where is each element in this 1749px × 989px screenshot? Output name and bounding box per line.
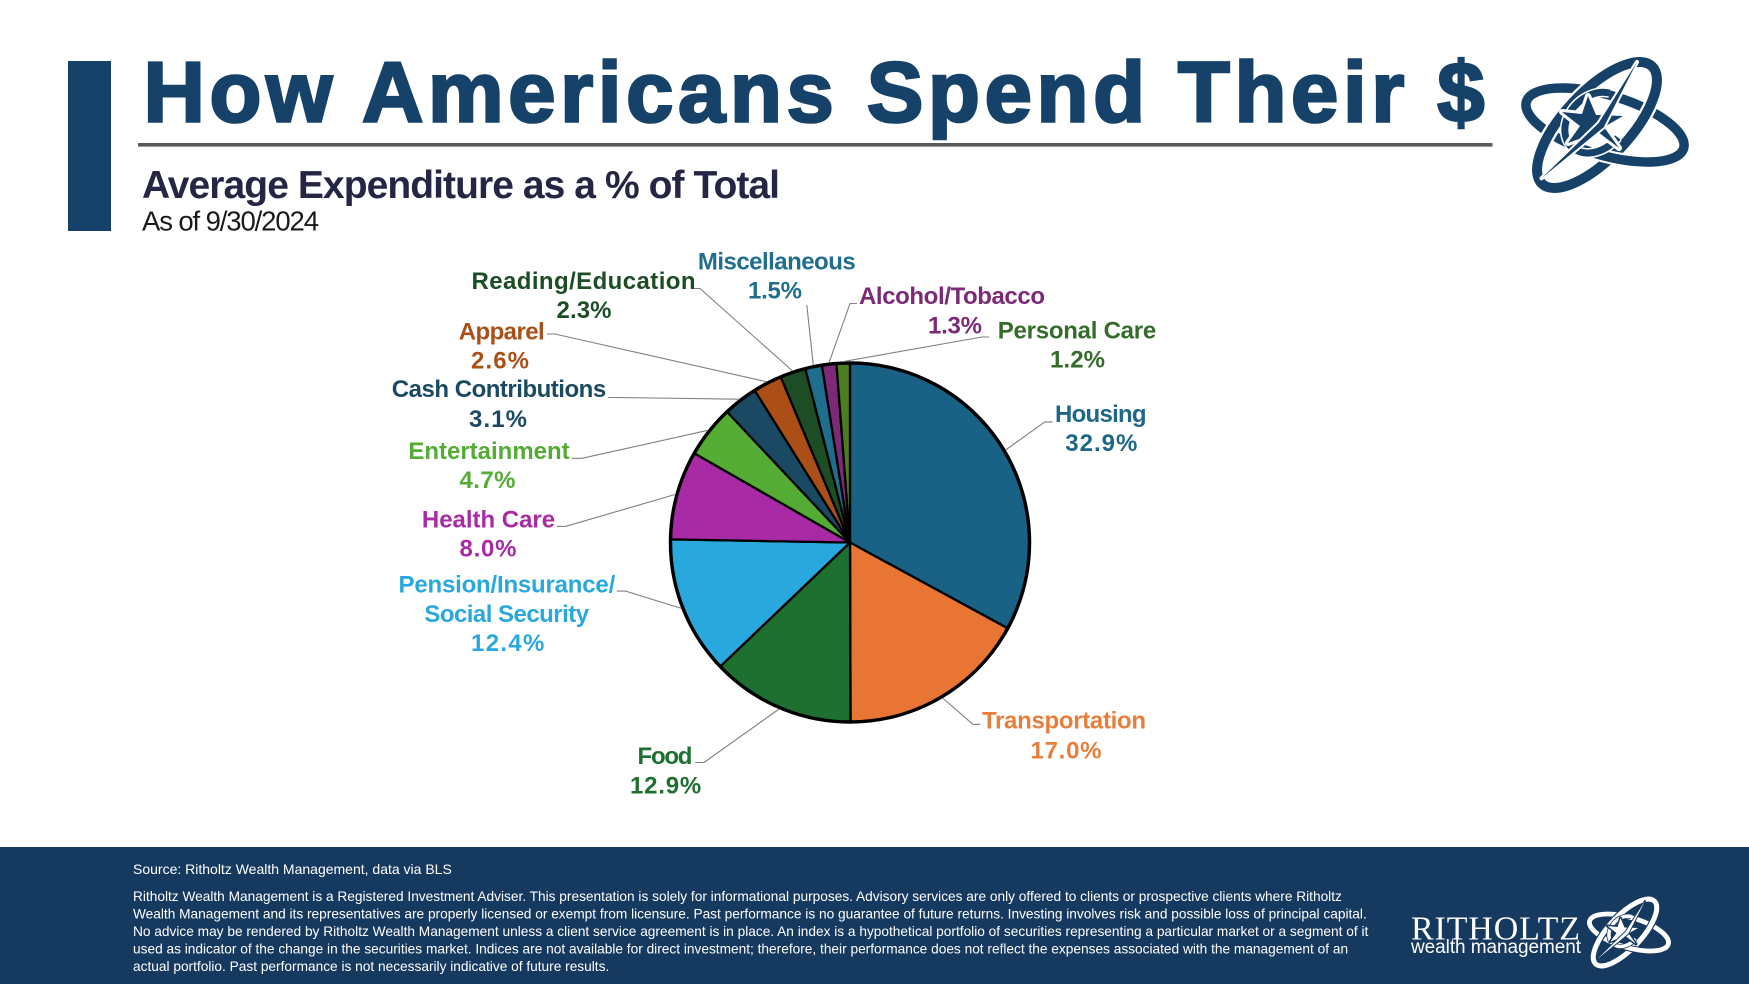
svg-text:actual portfolio. Past perform: actual portfolio. Past performance is no… <box>133 959 609 974</box>
svg-text:12.9%: 12.9% <box>630 772 701 799</box>
svg-text:Reading/Education: Reading/Education <box>471 268 695 295</box>
svg-text:Miscellaneous: Miscellaneous <box>698 249 856 276</box>
svg-text:Housing: Housing <box>1055 401 1147 428</box>
svg-text:3.1%: 3.1% <box>469 406 527 433</box>
svg-text:1.5%: 1.5% <box>748 278 802 305</box>
svg-text:Alcohol/Tobacco: Alcohol/Tobacco <box>859 283 1045 310</box>
svg-text:2.6%: 2.6% <box>471 348 529 375</box>
svg-text:Entertainment: Entertainment <box>408 438 569 465</box>
svg-text:17.0%: 17.0% <box>1031 738 1102 765</box>
svg-text:Cash Contributions: Cash Contributions <box>392 376 606 403</box>
svg-text:How Americans Spend Their $: How Americans Spend Their $ <box>144 46 1485 141</box>
svg-text:Social Security: Social Security <box>424 601 589 628</box>
svg-text:Wealth Management and its repr: Wealth Management and its representative… <box>133 907 1367 922</box>
svg-text:Ritholtz Wealth Management is: Ritholtz Wealth Management is a Register… <box>133 889 1342 904</box>
svg-text:4.7%: 4.7% <box>460 467 516 494</box>
svg-text:1.2%: 1.2% <box>1050 347 1105 374</box>
svg-text:wealth management: wealth management <box>1410 937 1582 958</box>
svg-text:Average Expenditure as a % of: Average Expenditure as a % of Total <box>142 164 780 207</box>
svg-text:8.0%: 8.0% <box>460 535 517 562</box>
svg-text:used as indicator of the chang: used as indicator of the change in the s… <box>133 942 1348 957</box>
svg-text:Health Care: Health Care <box>422 506 555 533</box>
svg-text:32.9%: 32.9% <box>1065 430 1137 457</box>
svg-text:Source: Ritholtz Wealth Manage: Source: Ritholtz Wealth Management, data… <box>133 861 452 877</box>
svg-text:1.3%: 1.3% <box>928 313 982 340</box>
svg-text:12.4%: 12.4% <box>471 630 544 657</box>
svg-text:Personal Care: Personal Care <box>998 317 1156 344</box>
svg-text:Transportation: Transportation <box>982 708 1146 735</box>
svg-text:Food: Food <box>638 743 693 770</box>
svg-text:As of 9/30/2024: As of 9/30/2024 <box>142 205 319 236</box>
svg-text:Pension/Insurance/: Pension/Insurance/ <box>399 572 616 599</box>
svg-text:No advice may be rendered by R: No advice may be rendered by Ritholtz We… <box>133 924 1368 939</box>
svg-text:RITHOLTZ: RITHOLTZ <box>1411 911 1580 948</box>
svg-text:Apparel: Apparel <box>459 319 545 346</box>
svg-text:2.3%: 2.3% <box>557 297 612 324</box>
